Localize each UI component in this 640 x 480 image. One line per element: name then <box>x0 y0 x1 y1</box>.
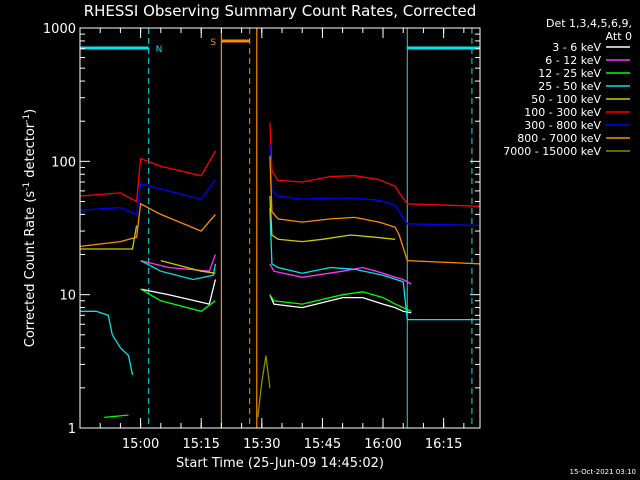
legend-label: 50 - 100 keV <box>531 93 601 106</box>
plot-area: NS <box>79 27 481 429</box>
series-line-5 <box>79 122 481 207</box>
y-tick-label: 1 <box>68 422 76 437</box>
x-tick-label: 15:15 <box>182 437 219 452</box>
plot-frame <box>79 27 481 429</box>
flag-label: S <box>210 38 216 48</box>
x-axis-label: Start Time (25-Jun-09 14:45:02) <box>176 456 384 471</box>
series-line-8 <box>257 355 271 418</box>
x-tick-label: 15:30 <box>243 437 280 452</box>
x-tick-label: 16:00 <box>364 437 401 452</box>
chart-title: RHESSI Observing Summary Count Rates, Co… <box>84 2 477 20</box>
series-line-1 <box>140 254 412 285</box>
flag-layer: NS <box>80 28 480 428</box>
x-axis: 15:00 15:15 15:30 15:45 16:00 16:15 <box>79 28 465 452</box>
flag-label: N <box>156 45 163 55</box>
x-tick-label: 16:15 <box>425 437 462 452</box>
y-axis: 1 10 100 1000 <box>43 22 480 437</box>
series-line-4 <box>80 195 396 274</box>
legend-label: 300 - 800 keV <box>524 119 601 132</box>
legend-label: 100 - 300 keV <box>524 106 601 119</box>
y-axis-label: Corrected Count Rate (s-1 detector-1) <box>22 109 38 347</box>
series-line-3 <box>80 207 480 376</box>
legend-label: 3 - 6 keV <box>552 41 601 54</box>
x-tick-label: 15:00 <box>122 437 159 452</box>
y-tick-label: 1000 <box>43 22 76 37</box>
series-layer <box>79 122 481 419</box>
y-tick-label: 100 <box>51 155 76 170</box>
legend-label: 6 - 12 keV <box>545 54 601 67</box>
x-tick-label: 15:45 <box>304 437 341 452</box>
legend-label: 12 - 25 keV <box>538 67 601 80</box>
render-timestamp: 15-Oct-2021 03:10 <box>570 468 636 476</box>
series-line-2 <box>104 288 412 419</box>
series-line-6 <box>79 143 481 227</box>
series-line-7 <box>79 155 481 265</box>
legend-label: 800 - 7000 keV <box>517 132 601 145</box>
legend-header-line1: Det 1,3,4,5,6,9, <box>546 17 632 30</box>
legend-label: 25 - 50 keV <box>538 80 601 93</box>
series-line-0 <box>140 279 412 314</box>
legend-header-line2: Att 0 <box>606 30 632 43</box>
y-tick-label: 10 <box>59 289 76 304</box>
data-gap-layer <box>220 28 258 428</box>
legend-label: 7000 - 15000 keV <box>503 145 601 158</box>
